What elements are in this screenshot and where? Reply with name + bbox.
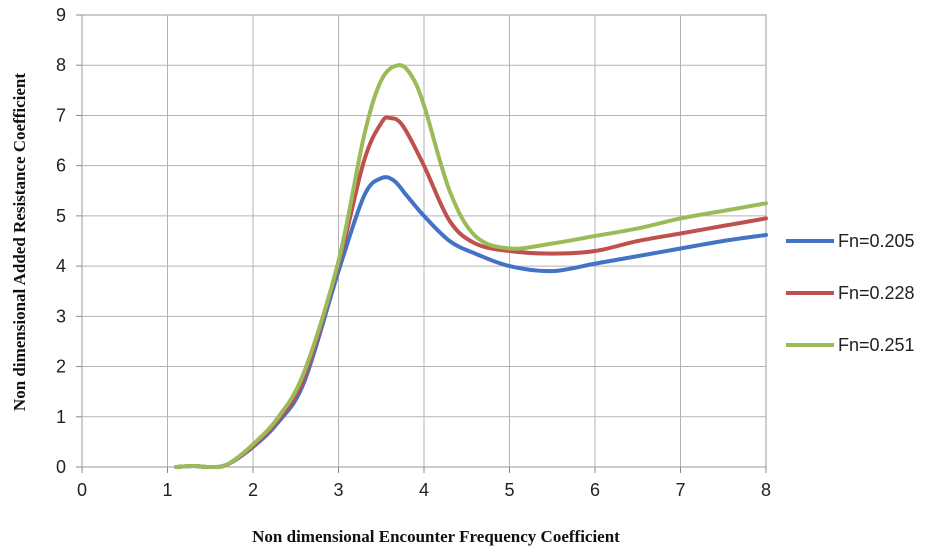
y-tick-label: 4 [56,256,66,276]
y-tick-label: 0 [56,457,66,477]
legend-label: Fn=0.228 [838,283,915,303]
x-tick-label: 4 [419,480,429,500]
y-tick-label: 2 [56,357,66,377]
legend: Fn=0.205 Fn=0.228 Fn=0.251 [786,231,915,355]
x-tick-label: 3 [333,480,343,500]
y-tick-label: 1 [56,407,66,427]
y-axis-title: Non dimensional Added Resistance Coeffic… [10,73,29,411]
x-tick-label: 1 [162,480,172,500]
y-tick-label: 7 [56,105,66,125]
x-tick-label: 8 [761,480,771,500]
legend-label: Fn=0.205 [838,231,915,251]
x-tick-label: 5 [504,480,514,500]
legend-label: Fn=0.251 [838,335,915,355]
x-tick-label: 2 [248,480,258,500]
y-tick-label: 9 [56,5,66,25]
x-tick-label: 7 [675,480,685,500]
x-tick-label: 0 [77,480,87,500]
y-tick-label: 6 [56,156,66,176]
y-tick-label: 3 [56,306,66,326]
x-tick-label: 6 [590,480,600,500]
x-axis-title: Non dimensional Encounter Frequency Coef… [252,527,620,546]
y-tick-label: 5 [56,206,66,226]
y-tick-label: 8 [56,55,66,75]
